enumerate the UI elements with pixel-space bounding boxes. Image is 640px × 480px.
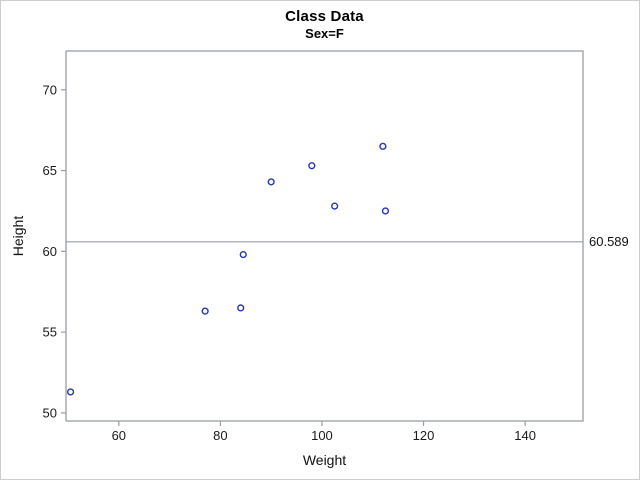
data-point — [331, 202, 339, 210]
data-point — [379, 142, 387, 150]
data-point — [267, 178, 275, 186]
data-point — [239, 250, 247, 259]
chart-subtitle: Sex=F — [305, 26, 344, 41]
chart-title: Class Data — [285, 8, 364, 25]
y-axis-tick-label: 50 — [43, 405, 57, 420]
x-axis-tick-label: 120 — [413, 428, 435, 443]
reference-line-label: 60.589 — [589, 233, 629, 249]
x-axis-tick-label: 100 — [311, 428, 333, 443]
y-axis-tick-label: 65 — [43, 163, 57, 178]
y-axis-tick-label: 70 — [43, 82, 57, 97]
y-axis-tick-label: 55 — [43, 325, 57, 340]
data-point — [237, 304, 245, 312]
x-axis-tick-label: 60 — [112, 428, 126, 443]
x-axis-label: Weight — [302, 452, 347, 468]
x-axis-tick-label: 140 — [514, 428, 536, 443]
data-point — [381, 207, 390, 215]
data-point — [66, 388, 75, 396]
plot-frame — [65, 50, 584, 422]
data-point — [201, 307, 209, 315]
y-axis-tick-label: 60 — [43, 244, 57, 259]
x-axis-tick-label: 80 — [213, 428, 227, 443]
data-point — [308, 162, 316, 170]
